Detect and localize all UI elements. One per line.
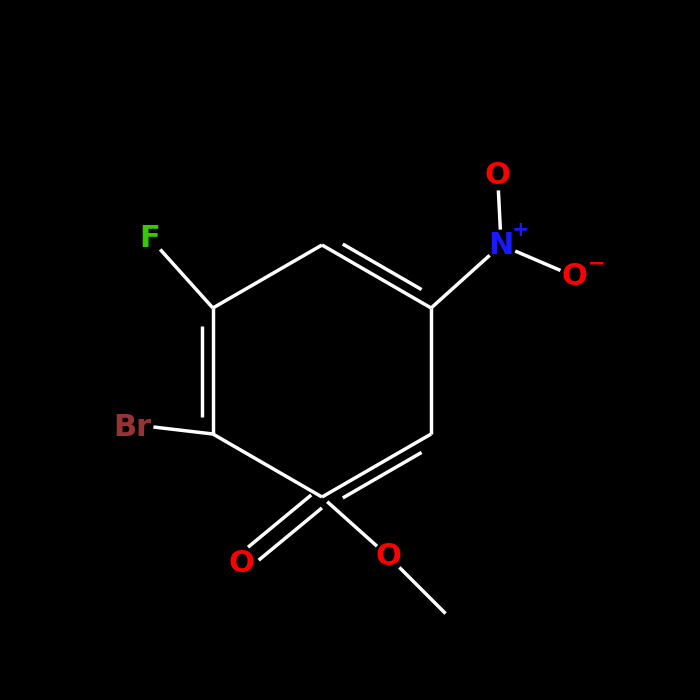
Text: O: O: [484, 160, 510, 190]
Text: F: F: [139, 223, 160, 253]
Text: +: +: [512, 220, 529, 239]
Text: O: O: [229, 549, 254, 578]
Text: N: N: [489, 230, 514, 260]
Text: O: O: [561, 262, 587, 291]
Text: O: O: [376, 542, 401, 571]
Text: −: −: [588, 254, 606, 274]
Text: Br: Br: [113, 412, 151, 442]
